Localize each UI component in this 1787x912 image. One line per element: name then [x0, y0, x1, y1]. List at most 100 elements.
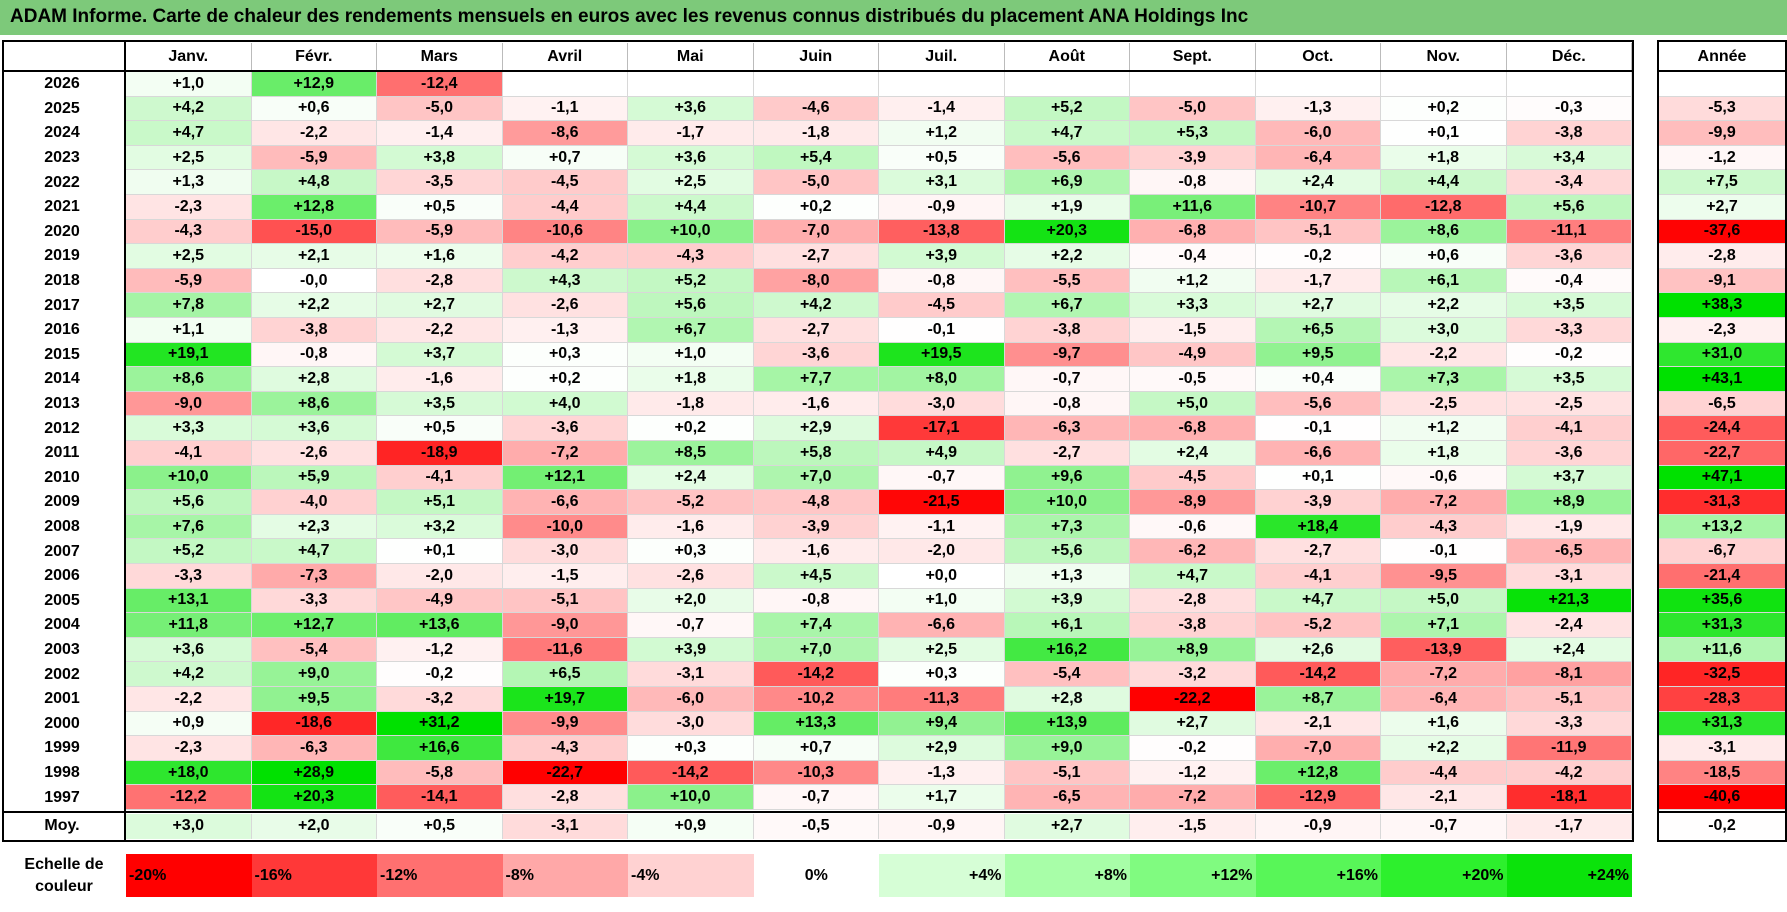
heatmap-cell: +3,3	[126, 416, 252, 441]
column-header: Févr.	[252, 43, 377, 70]
heatmap-cell: -3,6	[753, 342, 879, 368]
heatmap-cell: -0,7	[753, 785, 879, 810]
heatmap-cell: -1,6	[753, 539, 879, 564]
heatmap-cell: -5,4	[1004, 662, 1130, 687]
heatmap-cell: +2,5	[628, 170, 754, 195]
heatmap-cell: +7,0	[753, 637, 879, 663]
heatmap-cell: +0,3	[502, 342, 628, 368]
heatmap-cell: +2,4	[628, 465, 754, 491]
heatmap-cell: -2,5	[1506, 391, 1632, 417]
heatmap-cell	[879, 72, 1005, 97]
heatmap-cell: -12,9	[1255, 785, 1381, 810]
heatmap-cell: -1,6	[753, 391, 879, 417]
heatmap-cell: -5,0	[1130, 96, 1256, 122]
heatmap-cell: +1,1	[126, 318, 252, 343]
heatmap-cell: -18,9	[377, 441, 503, 466]
heatmap-cell: -10,2	[753, 687, 879, 712]
header-separator	[2, 70, 1634, 72]
heatmap-cell: +0,3	[879, 662, 1005, 687]
heatmap-cell: -4,1	[1506, 416, 1632, 441]
heatmap-cell: +13,3	[753, 711, 879, 737]
annual-cell: -5,3	[1659, 96, 1785, 122]
heatmap-cell: -3,8	[251, 318, 377, 343]
heatmap-cell: +2,2	[251, 293, 377, 318]
heatmap-cell: -15,0	[251, 219, 377, 245]
heatmap-cell: -1,1	[502, 96, 628, 122]
heatmap-cell: +2,0	[628, 588, 754, 614]
row-year-label: 2011	[44, 444, 80, 462]
row-year-label: 2018	[44, 272, 80, 290]
heatmap-cell: -7,0	[1255, 736, 1381, 761]
heatmap-cell: +1,8	[628, 367, 754, 392]
title-bar: ADAM Informe. Carte de chaleur des rende…	[0, 0, 1787, 35]
heatmap-cell: -6,0	[1255, 121, 1381, 146]
heatmap-cell: -4,1	[126, 441, 252, 466]
annual-cell: -6,5	[1659, 391, 1785, 417]
heatmap-cell: +8,9	[1506, 490, 1632, 515]
row-year-label: 2012	[44, 419, 80, 437]
heatmap-cell: +18,0	[126, 760, 252, 786]
heatmap-cell: +7,6	[126, 514, 252, 540]
heatmap-cell: +5,4	[753, 145, 879, 171]
heatmap-cell: +10,0	[628, 219, 754, 245]
row-year-label: 2009	[44, 493, 80, 511]
heatmap-cell: +3,1	[879, 170, 1005, 195]
annual-cell: -28,3	[1659, 687, 1785, 712]
annual-cell: +31,3	[1659, 711, 1785, 737]
heatmap-cell: +16,2	[1004, 637, 1130, 663]
heatmap-cell: +2,2	[1004, 244, 1130, 269]
heatmap-cell: -0,8	[753, 588, 879, 614]
heatmap-cell: -5,1	[1255, 219, 1381, 245]
row-year-label: 2025	[44, 99, 80, 117]
heatmap-cell: -4,3	[502, 736, 628, 761]
heatmap-cell: -3,4	[1506, 170, 1632, 195]
heatmap-cell: -22,2	[1130, 687, 1256, 712]
heatmap-cell: +2,5	[126, 145, 252, 171]
heatmap-cell: -3,2	[377, 687, 503, 712]
average-cell: +0,5	[377, 814, 503, 839]
heatmap-cell: +2,6	[1255, 637, 1381, 663]
heatmap-cell: -0,7	[879, 465, 1005, 491]
heatmap-cell: +7,8	[126, 293, 252, 318]
heatmap-cell: +4,7	[1004, 121, 1130, 146]
heatmap-cell: +3,6	[251, 416, 377, 441]
heatmap-cell: +0,3	[628, 736, 754, 761]
heatmap-cell: -0,8	[251, 342, 377, 368]
heatmap-cell: -6,4	[1255, 145, 1381, 171]
heatmap-cell: +8,7	[1255, 687, 1381, 712]
heatmap-cell: +9,5	[1255, 342, 1381, 368]
row-year-label: 2023	[44, 149, 80, 167]
heatmap-cell: -2,7	[753, 318, 879, 343]
heatmap-cell: +5,6	[126, 490, 252, 515]
annual-cell: -32,5	[1659, 662, 1785, 687]
heatmap-cell: +0,9	[126, 711, 252, 737]
heatmap-cell: +6,7	[628, 318, 754, 343]
heatmap-cell: -9,7	[1004, 342, 1130, 368]
column-header: Mai	[628, 43, 754, 70]
heatmap-cell: +9,0	[251, 662, 377, 687]
heatmap-cell: -22,7	[502, 760, 628, 786]
heatmap-cell: +1,6	[1381, 711, 1507, 737]
heatmap-cell: +4,2	[753, 293, 879, 318]
heatmap-cell: +16,6	[377, 736, 503, 761]
heatmap-cell: -5,0	[377, 96, 503, 122]
annual-cell: +43,1	[1659, 367, 1785, 392]
heatmap-cell: -5,9	[251, 145, 377, 171]
heatmap-cell: -13,9	[1381, 637, 1507, 663]
row-year-label: 2006	[44, 567, 80, 585]
heatmap-cell: +28,9	[251, 760, 377, 786]
annual-cell: -9,9	[1659, 121, 1785, 146]
heatmap-cell: +6,5	[502, 662, 628, 687]
heatmap-cell: -0,1	[1381, 539, 1507, 564]
heatmap-cell: +10,0	[628, 785, 754, 810]
row-year-label: 2003	[44, 641, 80, 659]
heatmap-cell: -3,3	[1506, 711, 1632, 737]
heatmap-cell: -11,9	[1506, 736, 1632, 761]
heatmap-cell: +12,8	[1255, 760, 1381, 786]
heatmap-cell: -14,2	[753, 662, 879, 687]
annual-cell: +35,6	[1659, 588, 1785, 614]
column-header: Avril	[503, 43, 628, 70]
heatmap-cell: +1,7	[879, 785, 1005, 810]
heatmap-cell: -2,2	[1381, 342, 1507, 368]
